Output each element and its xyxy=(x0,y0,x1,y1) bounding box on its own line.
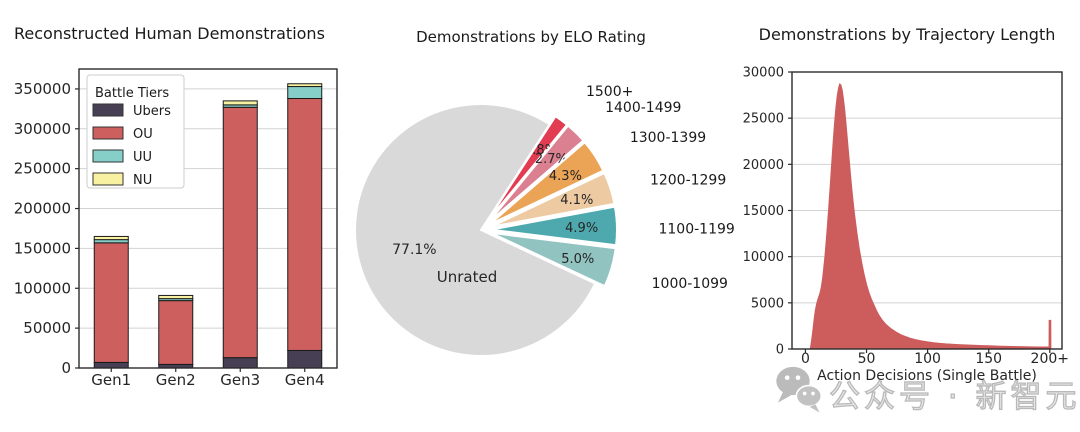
pie-chart: 1.8%1500+2.7%1400-14994.3%1300-13994.1%1… xyxy=(354,84,735,357)
bar-segment-uu xyxy=(287,86,323,100)
pie-chart-title: Demonstrations by ELO Rating xyxy=(416,28,646,46)
bar-chart: 0 50000 100000 150000 200000 250000 300000 3500… xyxy=(14,68,338,389)
pie-pct-label: 5.0% xyxy=(561,252,594,267)
x-tick-label: 50 xyxy=(858,351,876,367)
bar-segment-ou xyxy=(287,98,323,351)
bar-chart-title: Reconstructed Human Demonstrations xyxy=(14,24,325,43)
bar-segment-ubers xyxy=(222,357,258,369)
y-tick-label: 5000 xyxy=(751,296,784,311)
pie-pct-label: 4.1% xyxy=(560,193,593,208)
x-tick-label: 150 xyxy=(975,351,1002,367)
pie-slice-unrated xyxy=(354,103,597,357)
pie-slice-1500+ xyxy=(485,115,569,223)
bar-segment-ou xyxy=(93,242,129,363)
x-tick-label: 200+ xyxy=(1031,351,1069,367)
histogram-x-axis-label: Action Decisions (Single Battle) xyxy=(817,368,1037,384)
legend: Battle Tiers Ubers OU UU NU xyxy=(86,74,185,189)
pie-slice-label: 1200-1299 xyxy=(650,172,726,188)
legend-swatch-ubers xyxy=(92,103,124,117)
pie-slice-label: 1100-1199 xyxy=(658,222,734,238)
legend-swatch-uu xyxy=(92,149,124,163)
pie-pct-label: 77.1% xyxy=(392,242,436,258)
y-tick-label: 200000 xyxy=(14,200,71,218)
pie-slice-1100-1199 xyxy=(489,205,618,247)
x-category-label: Gen4 xyxy=(285,371,325,389)
y-tick-label: 10000 xyxy=(743,250,784,265)
pie-slice-1300-1399 xyxy=(488,141,605,226)
pie-slice-1200-1299 xyxy=(489,172,616,228)
pie-slice-label: 1300-1399 xyxy=(630,130,706,146)
y-tick-label: 0 xyxy=(61,359,71,377)
bar-segment-nu xyxy=(158,294,194,300)
legend-label: NU xyxy=(133,173,152,188)
x-tick-label: 100 xyxy=(914,351,941,367)
bar-segment-nu xyxy=(287,83,323,88)
legend-label: Ubers xyxy=(133,104,171,119)
y-tick-label: 300000 xyxy=(14,120,71,138)
y-tick-label: 350000 xyxy=(14,80,71,98)
x-category-label: Gen2 xyxy=(156,371,196,389)
legend-label: OU xyxy=(133,127,153,142)
pie-slice-label: Unrated xyxy=(437,268,497,286)
bar-segment-nu xyxy=(93,235,129,241)
y-tick-label: 150000 xyxy=(14,239,71,257)
legend-title: Battle Tiers xyxy=(95,86,169,101)
y-tick-label: 0 xyxy=(776,343,784,358)
bar-segment-ubers xyxy=(93,361,129,369)
plot-border xyxy=(78,68,338,369)
pie-pct-label: 4.9% xyxy=(565,221,598,236)
histogram-title: Demonstrations by Trajectory Length xyxy=(758,25,1056,44)
bar-segment-nu xyxy=(222,100,258,106)
pie-slice-1000-1099 xyxy=(489,231,617,288)
legend-swatch-nu xyxy=(92,172,124,186)
plot-border xyxy=(791,71,1063,350)
y-tick-label: 30000 xyxy=(743,66,784,81)
legend-swatch-ou xyxy=(92,126,124,140)
y-tick-label: 100000 xyxy=(14,279,71,297)
distribution-area xyxy=(805,83,1052,350)
y-tick-label: 25000 xyxy=(743,112,784,127)
histogram: 0 5000 10000 15000 20000 25000 30000 0 50 100 150 2… xyxy=(743,66,1069,368)
bar-segment-ou xyxy=(222,106,258,359)
pie-slice-label: 1500+ xyxy=(586,84,633,100)
x-tick-label: 0 xyxy=(801,351,810,367)
bar-segment-ou xyxy=(158,300,194,365)
pie-slice-label: 1000-1099 xyxy=(652,276,728,292)
bar-segment-ubers xyxy=(287,349,323,369)
pie-pct-label: 4.3% xyxy=(549,169,582,184)
y-tick-label: 50000 xyxy=(23,319,71,337)
y-tick-label: 15000 xyxy=(743,204,784,219)
x-category-label: Gen1 xyxy=(91,371,131,389)
y-tick-label: 20000 xyxy=(743,158,784,173)
x-category-label: Gen3 xyxy=(220,371,260,389)
pie-slice-1400-1499 xyxy=(486,124,585,224)
y-tick-label: 250000 xyxy=(14,160,71,178)
legend-label: UU xyxy=(133,150,152,165)
pie-slice-label: 1400-1499 xyxy=(605,100,681,116)
